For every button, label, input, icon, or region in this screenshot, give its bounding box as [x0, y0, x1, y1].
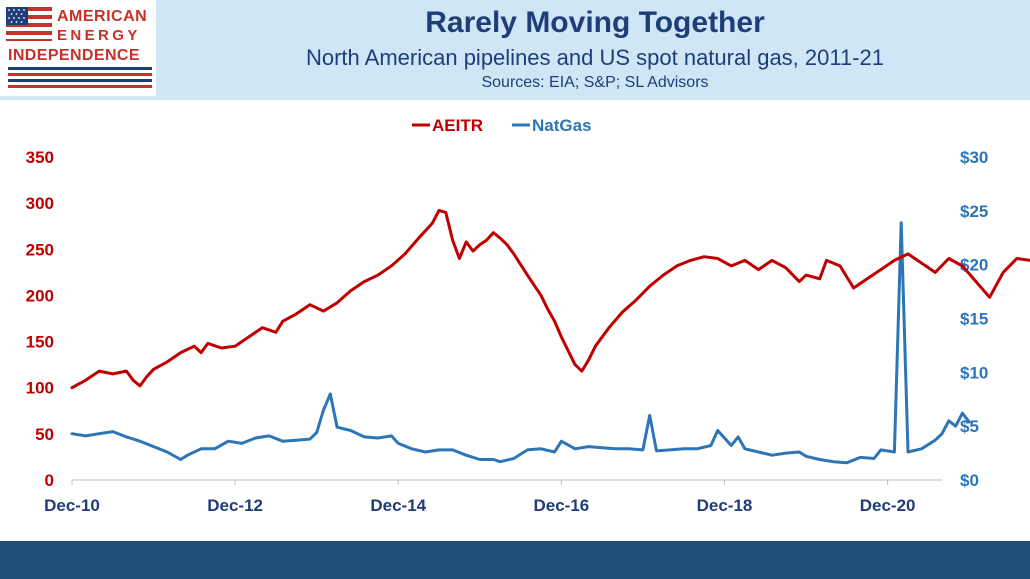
brand-line-3: INDEPENDENCE [8, 47, 140, 64]
brand-stripe [8, 73, 152, 76]
header-band: AMERICAN ENERGY INDEPENDENCE Rarely Movi… [0, 0, 1030, 100]
brand-line-1: AMERICAN [57, 8, 148, 25]
y-left-tick-label: 300 [26, 194, 54, 213]
y-axis-left: 0 50 100 150 200 250 300 350 [26, 148, 54, 490]
chart-title: Rarely Moving Together [425, 6, 765, 39]
brand-stripe [8, 67, 152, 70]
legend-label-aeitr: AEITR [432, 116, 483, 135]
x-tick-label: Dec-10 [44, 496, 100, 515]
y-left-tick-label: 50 [35, 425, 54, 444]
footer-band [0, 541, 1030, 579]
y-right-tick-label: $0 [960, 471, 979, 490]
y-right-tick-label: $10 [960, 363, 988, 382]
y-left-tick-label: 0 [45, 471, 54, 490]
us-flag-icon [6, 7, 52, 41]
chart-sources: Sources: EIA; S&P; SL Advisors [481, 74, 709, 91]
x-tick-label: Dec-16 [533, 496, 589, 515]
brand-stripe [8, 79, 152, 82]
brand-stripe [8, 85, 152, 88]
y-right-tick-label: $5 [960, 417, 979, 436]
chart-subtitle: North American pipelines and US spot nat… [305, 45, 885, 70]
y-left-tick-label: 350 [26, 148, 54, 167]
y-left-tick-label: 200 [26, 286, 54, 305]
y-left-tick-label: 250 [26, 240, 54, 259]
x-tick-label: Dec-18 [697, 496, 753, 515]
x-tick-label: Dec-14 [370, 496, 426, 515]
legend-label-natgas: NatGas [532, 116, 592, 135]
x-tick-label: Dec-12 [207, 496, 263, 515]
brand-line-2: ENERGY [57, 27, 141, 44]
y-right-tick-label: $15 [960, 310, 988, 329]
y-right-tick-label: $20 [960, 256, 988, 275]
y-axis-right: $0 $5 $10 $15 $20 $25 $30 [960, 148, 988, 490]
chart-legend: AEITR NatGas [412, 116, 592, 135]
y-right-tick-label: $25 [960, 202, 988, 221]
y-right-tick-label: $30 [960, 148, 988, 167]
brand-logo: AMERICAN ENERGY INDEPENDENCE [0, 0, 156, 96]
series-line-aeitr [70, 209, 1030, 390]
y-left-tick-label: 100 [26, 379, 54, 398]
x-tick-label: Dec-20 [860, 496, 916, 515]
plot-area [70, 209, 1030, 465]
series-line-natgas [70, 221, 971, 465]
x-axis: Dec-10 Dec-12 Dec-14 Dec-16 Dec-18 Dec-20 [44, 480, 916, 515]
y-left-tick-label: 150 [26, 333, 54, 352]
